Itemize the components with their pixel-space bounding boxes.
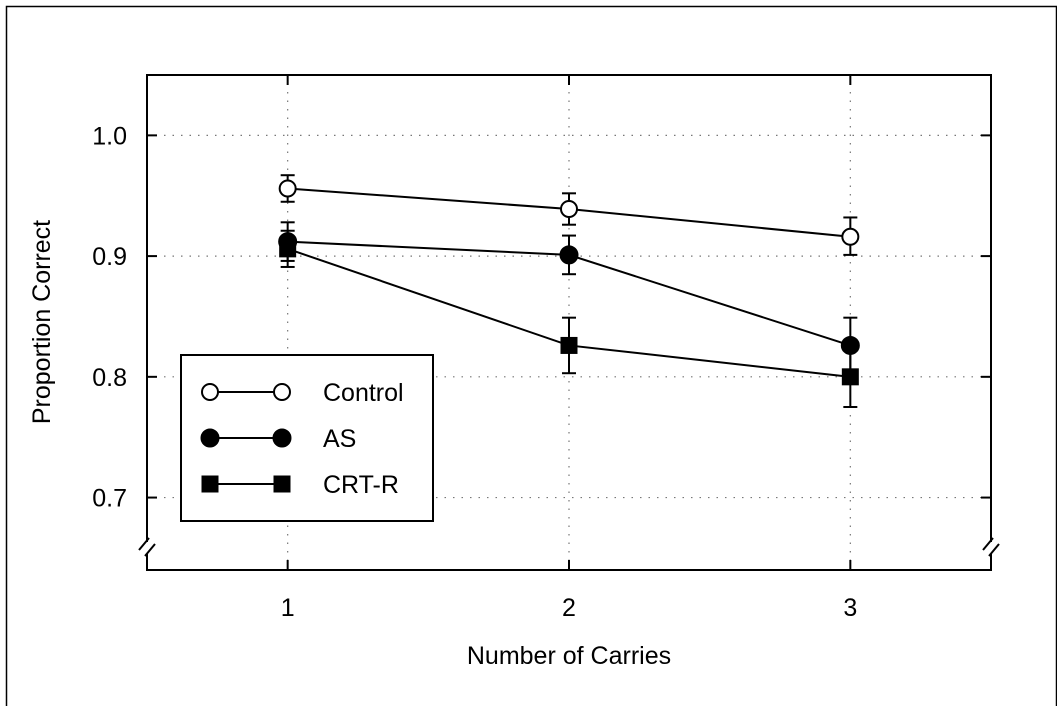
axis-breaks [138,537,1000,557]
y-tick-label: 0.7 [92,485,127,513]
legend-marker [201,475,219,493]
data-point [559,245,579,265]
figure-border [5,5,1057,706]
data-point [841,368,859,386]
data-point [278,179,297,198]
y-axis-ticks: 0.7 0.8 0.9 1.0 [92,122,991,513]
y-tick-label: 0.8 [92,364,127,392]
legend-marker [273,475,291,493]
x-axis-label: Number of Carries [467,642,671,670]
axis-break-slash [988,543,1000,557]
data-point [279,240,297,258]
y-axis-label: Proportion Correct [28,220,56,424]
legend-entry: CRT-R [201,471,399,499]
x-tick-label: 1 [281,594,295,622]
axis-break-slash [144,543,156,557]
series-control [278,174,860,256]
legend: Control AS CRT-R [180,354,434,522]
legend-entry: Control [201,379,404,407]
legend-marker [272,428,292,448]
y-tick-label: 0.9 [92,243,127,271]
data-point [560,336,578,354]
legend-marker [273,383,291,401]
legend-label: CRT-R [323,471,399,499]
x-tick-label: 2 [562,594,576,622]
legend-label: AS [323,425,356,453]
x-tick-label: 3 [843,594,857,622]
data-point [841,227,860,246]
axis-break-slash [138,537,150,551]
series-crt-r [279,229,859,409]
data-point [560,200,578,219]
y-tick-label: 1.0 [92,122,127,150]
legend-marker [200,428,220,448]
x-axis-ticks: 1 2 3 [281,75,857,622]
data-series [278,174,860,409]
legend-marker [201,383,219,401]
axis-break-slash [982,537,994,551]
legend-entry: AS [200,425,356,453]
legend-label: Control [323,379,404,407]
